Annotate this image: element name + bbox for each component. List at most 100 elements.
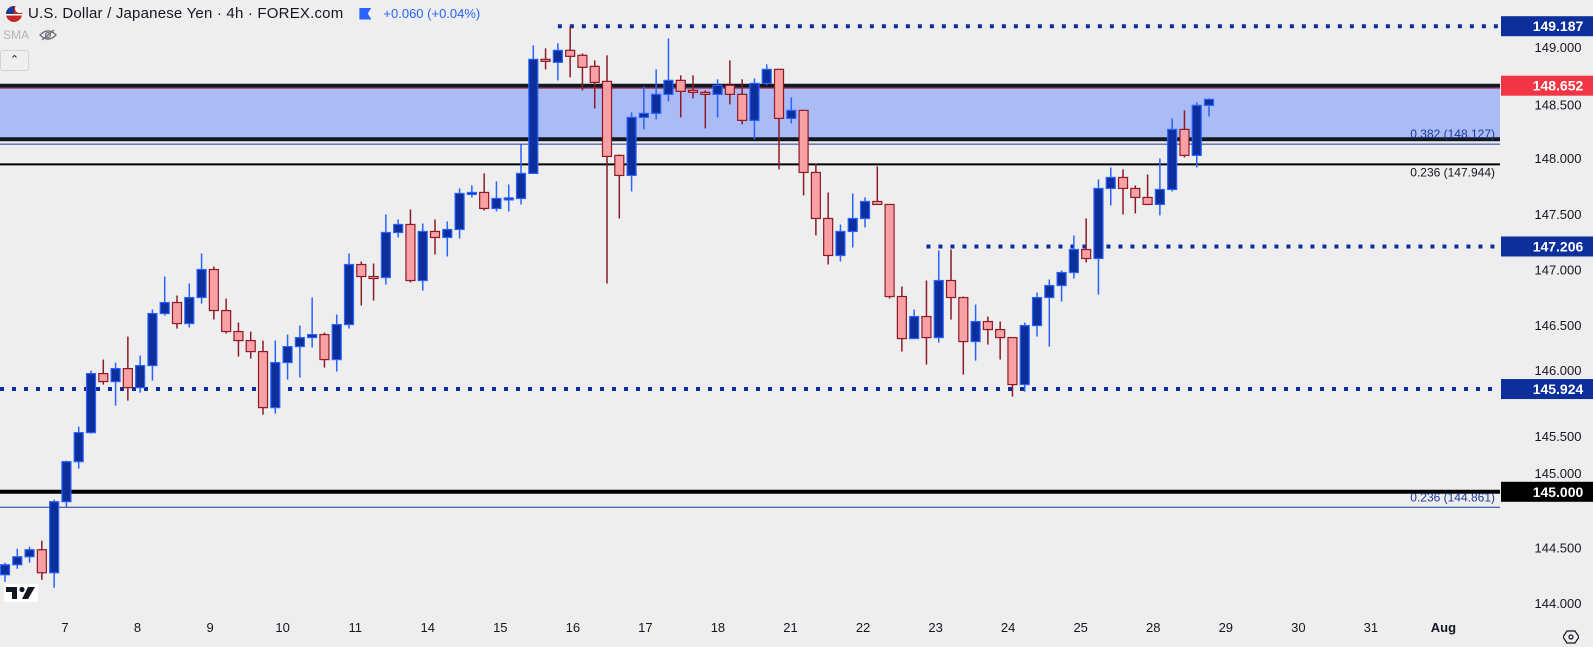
time-axis[interactable] (0, 612, 1500, 647)
candle[interactable] (294, 325, 305, 378)
candle[interactable] (98, 359, 109, 385)
candle[interactable] (417, 223, 428, 291)
candle[interactable] (319, 332, 330, 368)
candle[interactable] (331, 314, 342, 372)
candle[interactable] (589, 60, 600, 109)
candle[interactable] (614, 154, 625, 219)
candle[interactable] (798, 109, 809, 196)
candle[interactable] (515, 144, 527, 205)
candle[interactable] (982, 316, 993, 345)
sma-label[interactable]: SMA (3, 28, 30, 42)
candle[interactable] (196, 253, 207, 304)
candle[interactable] (343, 253, 355, 329)
candle[interactable] (61, 460, 72, 507)
candle[interactable] (921, 280, 932, 365)
candle[interactable] (700, 90, 711, 129)
candle[interactable] (270, 340, 281, 414)
candle[interactable] (675, 75, 686, 118)
candle[interactable] (540, 48, 551, 70)
candle[interactable] (368, 263, 379, 301)
candle[interactable] (208, 266, 219, 320)
candle[interactable] (380, 214, 391, 285)
candle[interactable] (810, 163, 821, 236)
candle[interactable] (1093, 179, 1104, 295)
candle[interactable] (1203, 98, 1215, 117)
collapse-legend-button[interactable]: ⌃ (0, 50, 29, 71)
candle[interactable] (405, 209, 416, 283)
candle[interactable] (503, 184, 514, 212)
candle[interactable] (0, 562, 11, 582)
candle[interactable] (1056, 270, 1067, 302)
candle[interactable] (958, 296, 969, 375)
candle[interactable] (1142, 174, 1153, 206)
candle[interactable] (528, 45, 539, 175)
bookmark-flag-icon[interactable] (359, 7, 372, 20)
candle[interactable] (24, 546, 35, 563)
candle[interactable] (786, 97, 797, 124)
price-axis[interactable] (1500, 0, 1593, 647)
candle[interactable] (712, 79, 723, 118)
candle[interactable] (233, 322, 244, 357)
candle[interactable] (1081, 218, 1092, 263)
candle[interactable] (110, 362, 121, 406)
candle[interactable] (307, 297, 318, 348)
candle[interactable] (577, 53, 588, 91)
candle[interactable] (933, 250, 944, 343)
candle[interactable] (171, 295, 183, 329)
candle[interactable] (429, 219, 441, 255)
candle[interactable] (454, 188, 465, 239)
candle[interactable] (1117, 169, 1129, 215)
candle[interactable] (1130, 185, 1141, 214)
candle[interactable] (122, 336, 133, 401)
candle[interactable] (356, 261, 367, 306)
candle[interactable] (724, 60, 735, 105)
candle[interactable] (135, 355, 146, 393)
candle[interactable] (1019, 322, 1030, 392)
settings-icon[interactable] (1563, 630, 1579, 644)
symbol-title[interactable]: U.S. Dollar / Japanese Yen · 4h · FOREX.… (28, 5, 344, 22)
candle[interactable] (884, 203, 895, 299)
candle[interactable] (49, 499, 60, 588)
candle[interactable] (859, 197, 871, 228)
candle[interactable] (638, 86, 649, 130)
candle[interactable] (221, 298, 232, 334)
candle[interactable] (282, 334, 293, 380)
candle[interactable] (1044, 279, 1055, 347)
candle[interactable] (761, 64, 772, 86)
candle[interactable] (835, 224, 846, 262)
eye-crossed-icon[interactable] (39, 29, 57, 41)
candle[interactable] (970, 304, 981, 361)
candle[interactable] (823, 192, 834, 265)
candle[interactable] (1105, 167, 1116, 206)
candle[interactable] (1191, 102, 1202, 168)
candle[interactable] (565, 26, 576, 78)
candle[interactable] (1154, 158, 1165, 216)
candle[interactable] (1167, 118, 1178, 192)
candle[interactable] (73, 426, 84, 469)
candle[interactable] (909, 309, 920, 340)
candle[interactable] (1179, 110, 1190, 158)
candle[interactable] (872, 166, 883, 206)
candle[interactable] (995, 321, 1006, 360)
candle[interactable] (552, 43, 563, 81)
candle[interactable] (442, 221, 453, 257)
candle[interactable] (601, 55, 613, 284)
candle[interactable] (245, 331, 256, 359)
candle[interactable] (1068, 235, 1079, 279)
candle[interactable] (147, 309, 158, 381)
candle[interactable] (737, 79, 748, 125)
candle[interactable] (773, 68, 785, 170)
candle[interactable] (257, 340, 269, 415)
candle[interactable] (687, 75, 699, 99)
candle[interactable] (651, 69, 662, 120)
candle[interactable] (1007, 336, 1018, 397)
candle[interactable] (184, 283, 195, 328)
candle[interactable] (749, 78, 760, 140)
candle[interactable] (466, 185, 477, 198)
candle[interactable] (663, 38, 674, 102)
candle[interactable] (85, 370, 97, 434)
candle[interactable] (36, 540, 47, 580)
candle[interactable] (12, 548, 23, 569)
candle[interactable] (847, 193, 858, 248)
